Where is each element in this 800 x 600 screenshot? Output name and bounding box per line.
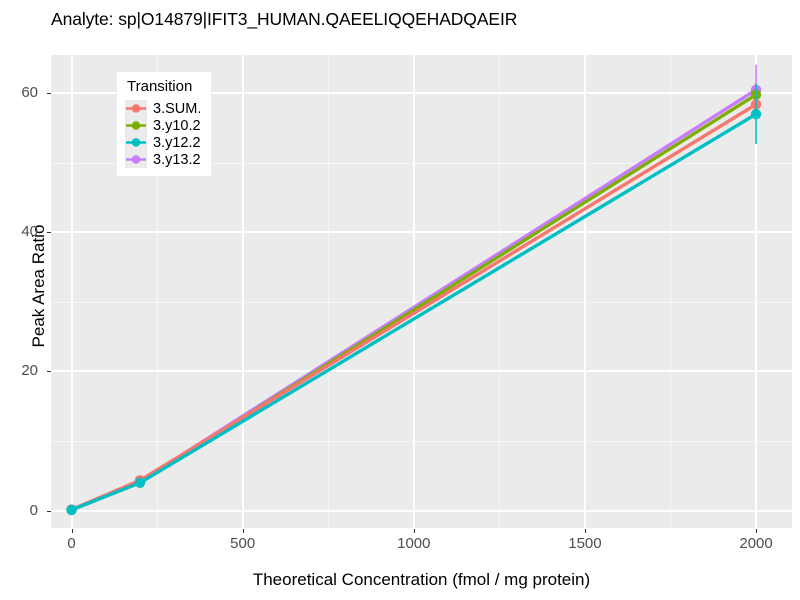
gridline-minor-vertical xyxy=(328,55,330,528)
y-tick-label: 40 xyxy=(21,223,38,241)
legend-item[interactable]: 3.y10.2 xyxy=(125,117,201,134)
data-point xyxy=(750,108,762,120)
legend-key-icon xyxy=(125,151,147,168)
gridline-minor-horizontal xyxy=(51,162,792,164)
chart-data-layer xyxy=(66,64,762,516)
y-tick-mark xyxy=(47,93,51,95)
legend-title: Transition xyxy=(127,78,193,95)
legend-item[interactable]: 3.SUM. xyxy=(125,100,201,117)
legend-item-label: 3.y10.2 xyxy=(153,117,201,134)
gridline-major-horizontal xyxy=(51,92,792,95)
gridline-major-vertical xyxy=(583,55,586,528)
legend-item[interactable]: 3.y13.2 xyxy=(125,151,201,168)
legend-item-label: 3.SUM. xyxy=(153,100,202,117)
legend-key-icon xyxy=(125,134,147,151)
legend-items: 3.SUM. 3.y10.2 3.y12.2 3.y13.2 xyxy=(125,100,201,168)
data-point xyxy=(134,477,146,488)
y-tick-mark xyxy=(47,510,51,512)
y-tick-label: 60 xyxy=(21,84,38,102)
gridline-major-horizontal xyxy=(51,509,792,512)
y-tick-label: 20 xyxy=(21,362,38,380)
gridline-major-vertical xyxy=(70,55,73,528)
gridline-major-horizontal xyxy=(51,231,792,234)
x-tick-label: 1000 xyxy=(397,535,431,552)
x-tick-label: 2000 xyxy=(739,535,773,552)
gridline-major-vertical xyxy=(755,55,758,528)
y-tick-mark xyxy=(47,232,51,234)
gridline-minor-vertical xyxy=(670,55,672,528)
legend: Transition 3.SUM. 3.y10.2 3.y12.2 3.y13.2 xyxy=(117,72,212,176)
series-group xyxy=(66,84,762,516)
x-tick-mark xyxy=(71,529,73,533)
x-tick-mark xyxy=(584,529,586,533)
y-tick-mark xyxy=(47,371,51,373)
legend-key-icon xyxy=(125,100,147,117)
y-axis-title: Peak Area Ratio xyxy=(29,224,48,348)
gridline-major-vertical xyxy=(241,55,244,528)
x-tick-label: 500 xyxy=(230,535,256,552)
legend-key-icon xyxy=(125,117,147,134)
gridline-minor-vertical xyxy=(499,55,501,528)
x-tick-mark xyxy=(756,529,758,533)
legend-item-label: 3.y12.2 xyxy=(153,134,201,151)
gridline-major-vertical xyxy=(412,55,415,528)
chart-title: Analyte: sp|O14879|IFIT3_HUMAN.QAEELIQQE… xyxy=(51,9,518,29)
x-tick-label: 1500 xyxy=(568,535,602,552)
x-tick-mark xyxy=(242,529,244,533)
x-axis-title: Theoretical Concentration (fmol / mg pro… xyxy=(252,570,591,589)
x-tick-mark xyxy=(413,529,415,533)
y-tick-label: 0 xyxy=(29,501,38,519)
gridline-minor-horizontal xyxy=(51,441,792,443)
data-point xyxy=(66,504,77,516)
legend-item-label: 3.y13.2 xyxy=(153,151,201,168)
gridline-minor-vertical xyxy=(157,55,159,528)
legend-item[interactable]: 3.y12.2 xyxy=(125,134,201,151)
gridline-major-horizontal xyxy=(51,370,792,373)
x-tick-label: 0 xyxy=(67,535,76,552)
